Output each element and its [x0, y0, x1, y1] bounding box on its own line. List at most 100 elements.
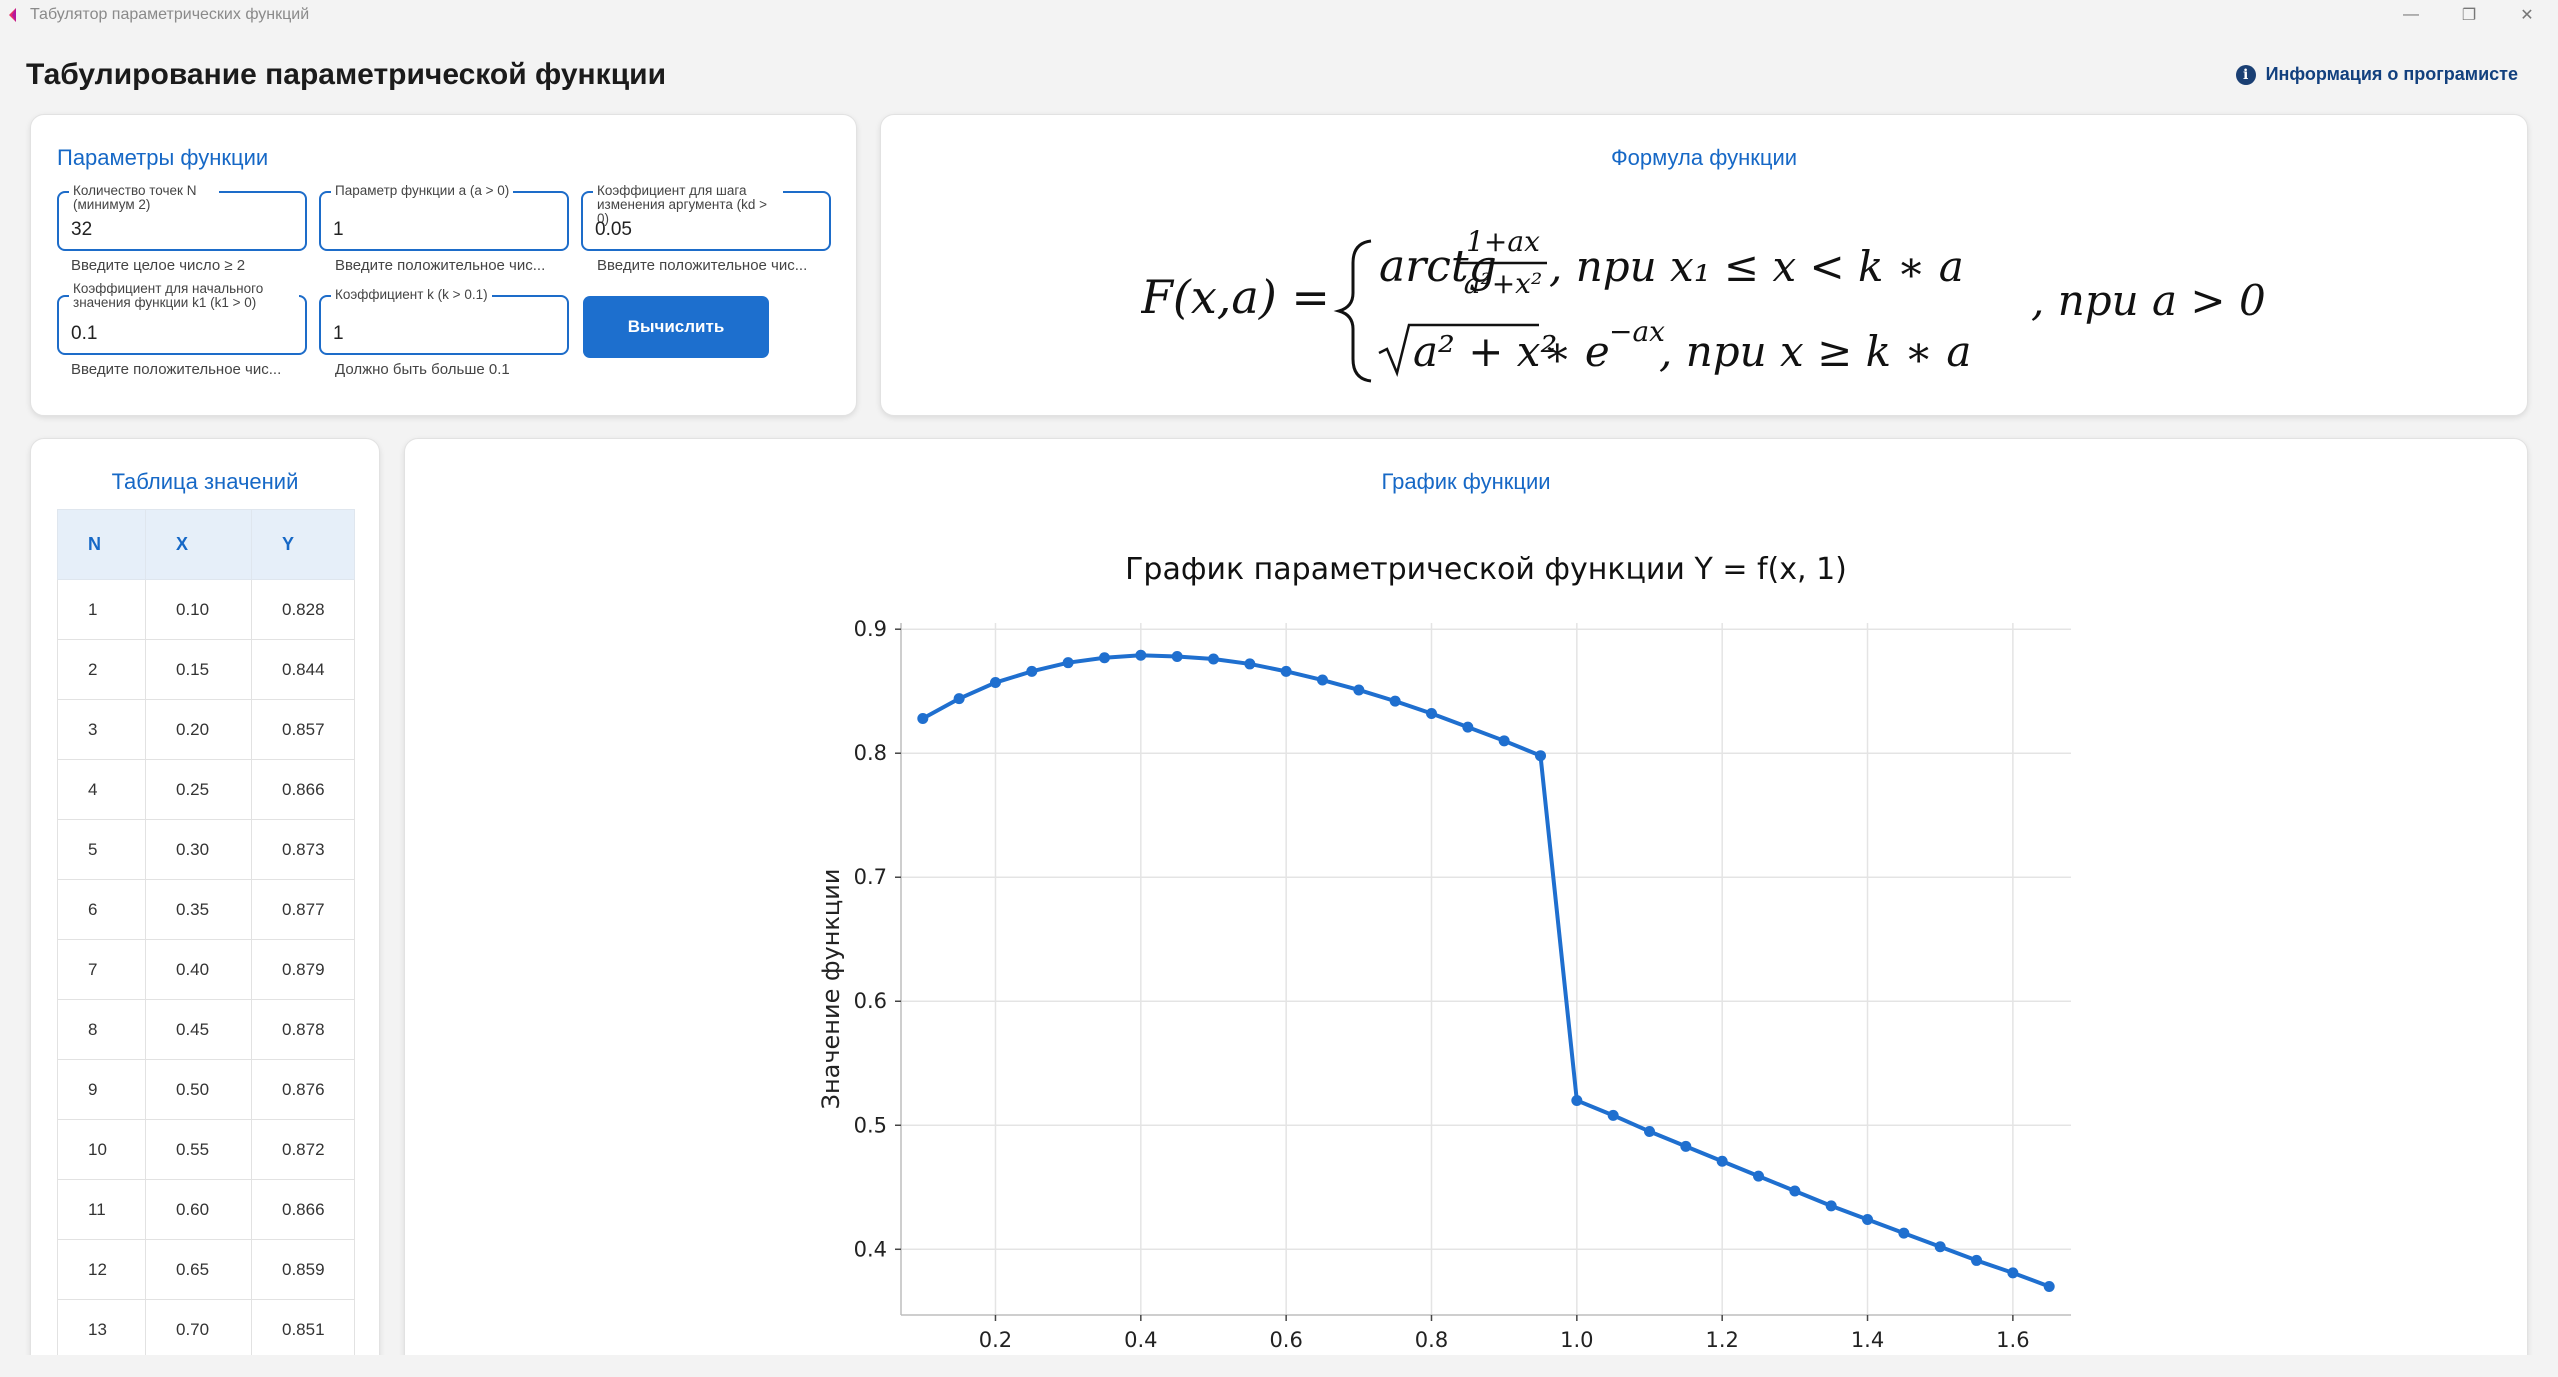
- cell-n: 13: [57, 1299, 146, 1360]
- start-coef-input[interactable]: [71, 323, 271, 345]
- cell-y: 0.859: [251, 1239, 355, 1300]
- header-x[interactable]: X: [145, 509, 252, 580]
- table-row[interactable]: 3 0.20 0.857: [57, 699, 355, 760]
- table-row[interactable]: 1 0.10 0.828: [57, 579, 355, 640]
- window-titlebar: Табулятор параметрических функций — ❐ ✕: [0, 0, 2558, 30]
- table-row[interactable]: 8 0.45 0.878: [57, 999, 355, 1060]
- data-point: [1135, 649, 1147, 661]
- close-button[interactable]: ✕: [2499, 0, 2555, 30]
- formula-case2-exp: ∗ e: [1543, 327, 1610, 376]
- data-point: [1207, 653, 1219, 665]
- data-point: [1789, 1185, 1801, 1197]
- data-point: [1062, 657, 1074, 669]
- cell-x: 0.45: [145, 999, 252, 1060]
- param-a-input[interactable]: [333, 219, 533, 241]
- data-point: [1716, 1155, 1728, 1167]
- maximize-icon: ❐: [2461, 7, 2477, 24]
- table-card: Таблица значений N X Y 1 0.10 0.828 2 0.15 0.…: [30, 438, 380, 1377]
- cell-n: 9: [57, 1059, 146, 1120]
- chart-title: График параметрической функции Y = f(x, …: [1125, 552, 1847, 587]
- cell-x: 0.30: [145, 819, 252, 880]
- minimize-icon: —: [2403, 6, 2419, 23]
- data-point: [1862, 1214, 1874, 1226]
- function-chart: График параметрической функции Y = f(x, …: [817, 552, 2071, 1352]
- table-row[interactable]: 4 0.25 0.866: [57, 759, 355, 820]
- table-row[interactable]: 5 0.30 0.873: [57, 819, 355, 880]
- data-point: [1971, 1254, 1983, 1266]
- points-count-input[interactable]: [71, 219, 271, 241]
- cell-y: 0.872: [251, 1119, 355, 1180]
- param-a-label: Параметр функции a (a > 0): [331, 184, 514, 198]
- formula-case2-expr: a² + x²: [1413, 327, 1557, 376]
- data-point: [1571, 1094, 1583, 1106]
- start-coef-field[interactable]: Коэффициент для начального значения функ…: [57, 282, 307, 355]
- data-point: [1898, 1227, 1910, 1239]
- cell-y: 0.851: [251, 1299, 355, 1360]
- x-tick-label: 1.2: [1705, 1328, 1738, 1352]
- calculate-button[interactable]: Вычислить: [583, 296, 769, 358]
- step-coef-input[interactable]: [595, 219, 795, 241]
- y-tick-label: 0.4: [854, 1237, 887, 1261]
- data-point: [2043, 1280, 2055, 1292]
- header-y[interactable]: Y: [251, 509, 355, 580]
- window-bottom-edge: [0, 1355, 2558, 1377]
- cell-y: 0.877: [251, 879, 355, 940]
- data-point: [953, 693, 965, 705]
- y-tick-label: 0.7: [854, 865, 887, 889]
- data-point: [1825, 1200, 1837, 1212]
- maximize-button[interactable]: ❐: [2441, 0, 2497, 30]
- table-row[interactable]: 7 0.40 0.879: [57, 939, 355, 1000]
- table-title: Таблица значений: [111, 469, 299, 494]
- data-point: [1753, 1170, 1765, 1182]
- coef-k-hint: Должно быть больше 0.1: [335, 361, 510, 378]
- table-row[interactable]: 11 0.60 0.866: [57, 1179, 355, 1240]
- step-coef-field[interactable]: Коэффициент для шага изменения аргумента…: [581, 184, 831, 251]
- cell-y: 0.857: [251, 699, 355, 760]
- coef-k-field[interactable]: Коэффициент k (k > 0.1): [319, 288, 569, 355]
- cell-x: 0.70: [145, 1299, 252, 1360]
- developer-info-label: Информация о програмисте: [2265, 64, 2518, 84]
- points-count-field[interactable]: Количество точек N (минимум 2): [57, 184, 307, 251]
- formula-case2-condition: , при x ≥ k ∗ a: [1659, 327, 1971, 376]
- y-tick-label: 0.8: [854, 741, 887, 765]
- data-point: [2007, 1267, 2019, 1279]
- formula-title: Формула функции: [1610, 145, 1798, 170]
- data-point: [1535, 750, 1547, 762]
- cell-y: 0.879: [251, 939, 355, 1000]
- formula-case1-func: arctg: [1379, 241, 1497, 292]
- minimize-button[interactable]: —: [2383, 0, 2439, 30]
- data-point: [1098, 652, 1110, 664]
- cell-x: 0.50: [145, 1059, 252, 1120]
- table-row[interactable]: 13 0.70 0.851: [57, 1299, 355, 1360]
- data-point: [1425, 708, 1437, 720]
- data-point: [917, 712, 929, 724]
- header-n[interactable]: N: [57, 509, 146, 580]
- cell-y: 0.876: [251, 1059, 355, 1120]
- cell-x: 0.65: [145, 1239, 252, 1300]
- x-tick-label: 0.6: [1269, 1328, 1302, 1352]
- table-row[interactable]: 6 0.35 0.877: [57, 879, 355, 940]
- step-coef-hint: Введите положительное чис...: [597, 257, 808, 274]
- cell-x: 0.15: [145, 639, 252, 700]
- start-coef-label: Коэффициент для начального значения функ…: [69, 282, 299, 310]
- param-a-field[interactable]: Параметр функции a (a > 0): [319, 184, 569, 251]
- points-count-label: Количество точек N (минимум 2): [69, 184, 219, 212]
- developer-info-link[interactable]: i Информация о програмисте: [2235, 64, 2518, 85]
- coef-k-input[interactable]: [333, 323, 533, 345]
- chart-card: График функции График параметрической фу…: [404, 438, 2528, 1377]
- cell-y: 0.866: [251, 759, 355, 820]
- table-row[interactable]: 12 0.65 0.859: [57, 1239, 355, 1300]
- cell-x: 0.60: [145, 1179, 252, 1240]
- y-tick-label: 0.9: [854, 617, 887, 641]
- cell-n: 2: [57, 639, 146, 700]
- table-row[interactable]: 10 0.55 0.872: [57, 1119, 355, 1180]
- data-point: [1316, 674, 1328, 686]
- x-tick-label: 0.2: [979, 1328, 1012, 1352]
- formula-lhs: F(x,a) =: [1141, 270, 1330, 324]
- series-line: [921, 653, 2050, 1289]
- params-title: Параметры функции: [57, 145, 269, 170]
- table-row[interactable]: 9 0.50 0.876: [57, 1059, 355, 1120]
- x-tick-label: 0.8: [1415, 1328, 1448, 1352]
- cell-n: 7: [57, 939, 146, 1000]
- table-row[interactable]: 2 0.15 0.844: [57, 639, 355, 700]
